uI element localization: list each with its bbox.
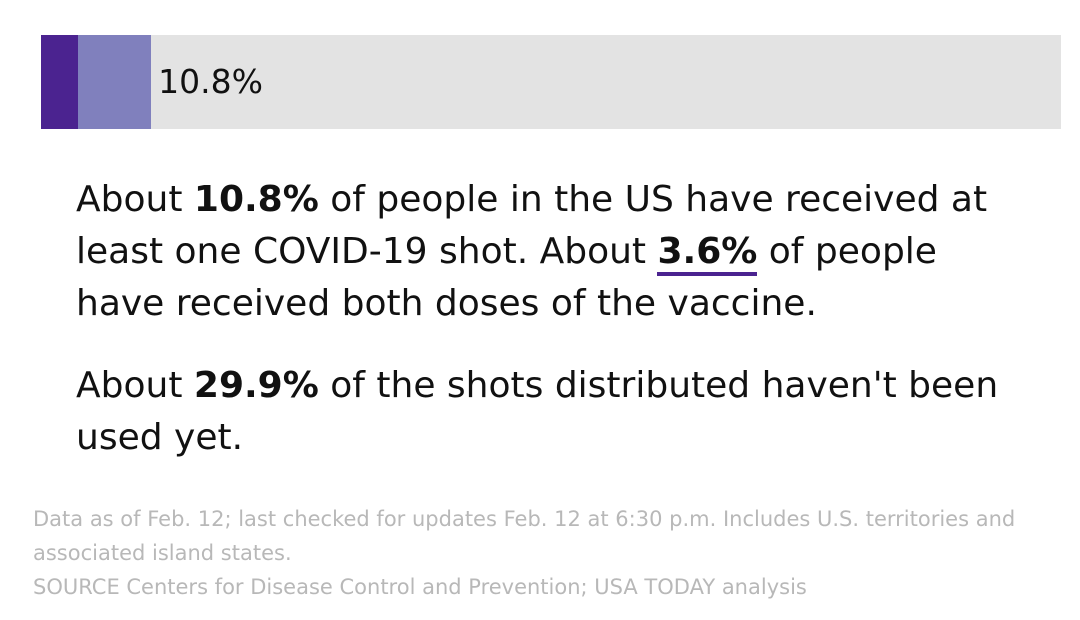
highlight: 29.9% <box>193 365 319 406</box>
summary-paragraph: About 10.8% of people in the US have rec… <box>76 174 1036 330</box>
progress-track <box>41 35 1061 129</box>
progress-bar <box>41 35 78 129</box>
footnote: Data as of Feb. 12; last checked for upd… <box>33 507 1016 565</box>
summary-paragraph: About 29.9% of the shots distributed hav… <box>76 360 1036 464</box>
text: of people have received both doses of th… <box>76 231 937 324</box>
bar-value-label: 10.8% <box>158 62 263 101</box>
source: SOURCE Centers for Disease Control and P… <box>33 575 807 599</box>
text: About <box>76 179 194 220</box>
text: of people in the US have received at lea… <box>76 179 988 272</box>
highlight: 3.6% <box>657 231 758 276</box>
text: of the shots distributed haven't been us… <box>76 365 999 458</box>
highlight: 10.8% <box>193 179 319 220</box>
text: About <box>76 365 194 406</box>
